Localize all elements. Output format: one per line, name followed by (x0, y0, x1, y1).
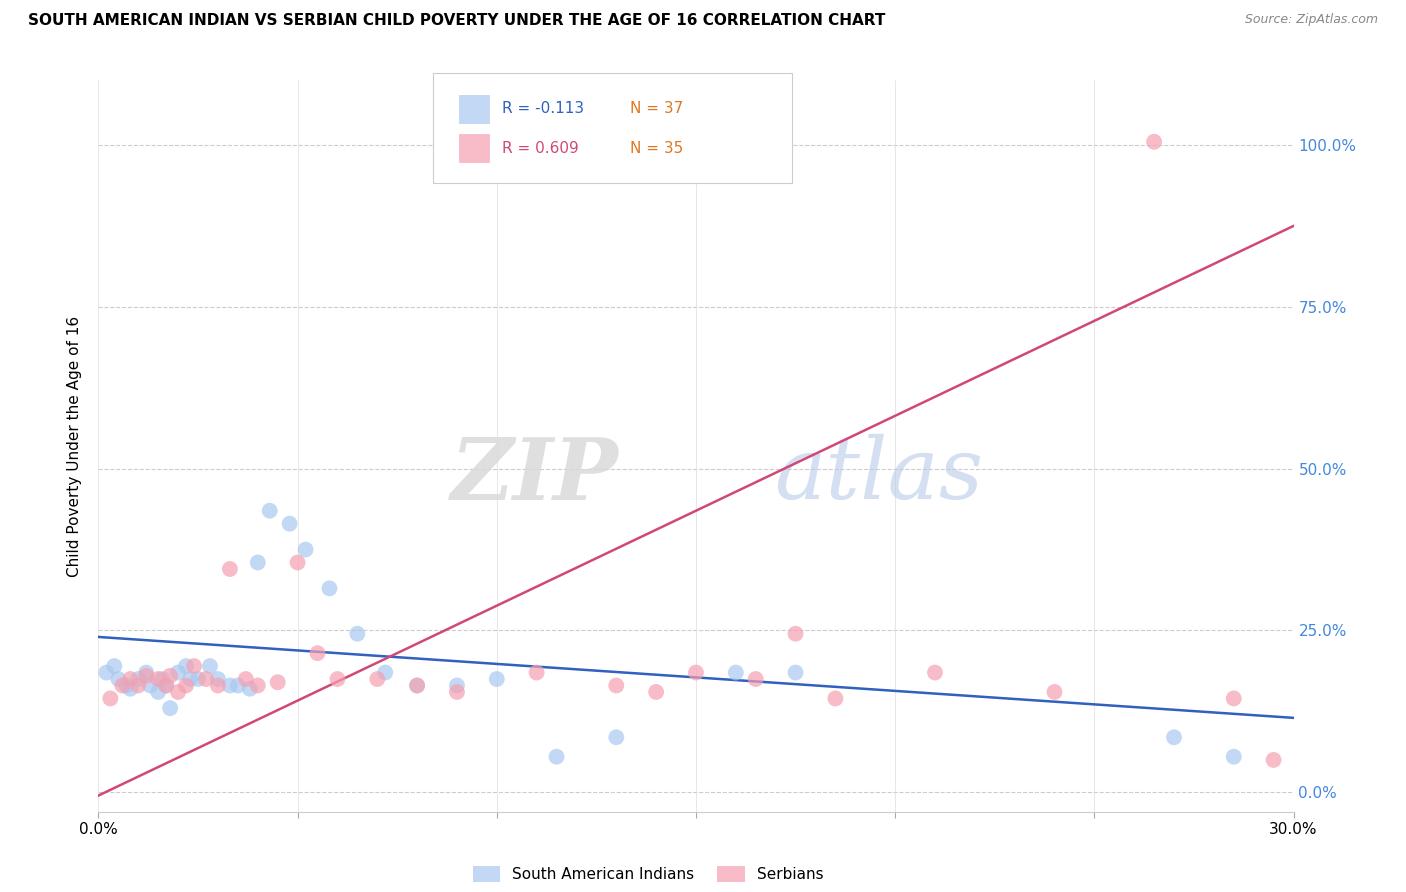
Point (645, 685, 668, 699)
Text: R = 0.609: R = 0.609 (502, 141, 579, 156)
Point (103, 659, 125, 673)
Point (111, 678, 134, 692)
Point (267, 675, 290, 690)
Point (127, 678, 149, 692)
Point (246, 556, 269, 570)
Point (605, 678, 627, 692)
Point (148, 685, 170, 699)
Point (120, 672, 142, 686)
FancyBboxPatch shape (460, 135, 489, 162)
Point (107, 672, 129, 686)
Point (366, 672, 388, 686)
Text: atlas: atlas (773, 434, 983, 516)
Point (406, 678, 429, 692)
Point (406, 678, 429, 692)
Point (183, 659, 205, 673)
Point (150, 672, 173, 686)
Point (526, 665, 548, 680)
Point (318, 582, 340, 596)
Point (326, 672, 349, 686)
Point (346, 626, 368, 640)
Point (239, 681, 262, 696)
Point (745, 672, 768, 686)
Point (785, 626, 807, 640)
Point (155, 678, 177, 692)
Point (198, 659, 221, 673)
Point (374, 665, 396, 680)
Point (179, 672, 201, 686)
Point (924, 665, 946, 680)
Text: R = -0.113: R = -0.113 (502, 102, 585, 116)
Point (1163, 731, 1185, 745)
Text: ZIP: ZIP (450, 434, 619, 517)
Point (96, 665, 118, 680)
Point (246, 678, 269, 692)
Point (155, 678, 177, 692)
Point (127, 672, 149, 686)
Point (446, 685, 468, 699)
Point (226, 678, 249, 692)
Point (824, 691, 846, 706)
Point (115, 678, 138, 692)
Text: N = 37: N = 37 (630, 102, 683, 116)
Point (605, 731, 627, 745)
Point (207, 672, 229, 686)
Point (195, 672, 218, 686)
Point (174, 659, 197, 673)
Point (287, 556, 309, 570)
Point (307, 646, 329, 660)
Point (235, 672, 257, 686)
Legend: South American Indians, Serbians: South American Indians, Serbians (467, 860, 830, 888)
Point (167, 685, 190, 699)
Text: Source: ZipAtlas.com: Source: ZipAtlas.com (1244, 13, 1378, 27)
Point (1043, 685, 1066, 699)
Point (724, 665, 747, 680)
Y-axis label: Child Poverty Under the Age of 16: Child Poverty Under the Age of 16 (67, 316, 83, 576)
Point (167, 665, 190, 680)
Point (139, 678, 162, 692)
Point (159, 701, 181, 715)
Point (485, 672, 508, 686)
Point (685, 665, 707, 680)
Point (294, 542, 316, 557)
Point (1263, 753, 1285, 767)
Point (100, 691, 122, 706)
FancyBboxPatch shape (460, 95, 489, 123)
Point (148, 672, 170, 686)
FancyBboxPatch shape (433, 73, 792, 183)
Point (259, 504, 281, 518)
Text: N = 35: N = 35 (630, 141, 683, 156)
Point (187, 672, 209, 686)
Text: SOUTH AMERICAN INDIAN VS SERBIAN CHILD POVERTY UNDER THE AGE OF 16 CORRELATION C: SOUTH AMERICAN INDIAN VS SERBIAN CHILD P… (28, 13, 886, 29)
Point (219, 562, 242, 576)
Point (135, 665, 157, 680)
Point (785, 665, 807, 680)
Point (278, 516, 301, 531)
Point (174, 678, 197, 692)
Point (546, 749, 568, 764)
Point (159, 669, 181, 683)
Point (135, 669, 157, 683)
Point (1222, 749, 1246, 764)
Point (120, 681, 142, 696)
Point (1143, 135, 1166, 149)
Point (446, 678, 468, 692)
Point (1222, 691, 1246, 706)
Point (207, 678, 229, 692)
Point (219, 678, 242, 692)
